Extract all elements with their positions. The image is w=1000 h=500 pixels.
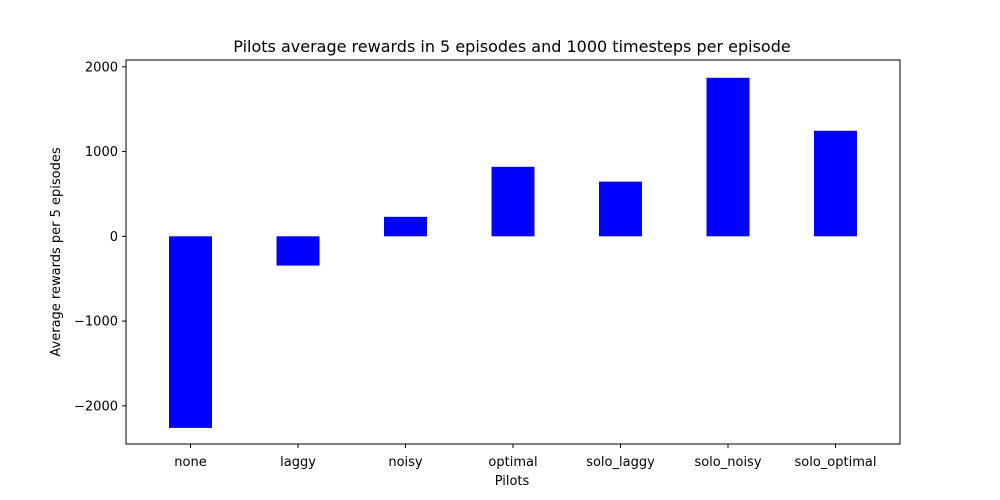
bar-none bbox=[169, 236, 212, 428]
x-tick-label: solo_laggy bbox=[586, 455, 655, 470]
bar-solo-noisy bbox=[706, 77, 750, 237]
x-tick-label: laggy bbox=[280, 455, 316, 470]
x-axis-ticks: none laggy noisy optimal solo_laggy solo_nois… bbox=[174, 444, 876, 470]
bar-laggy bbox=[276, 236, 320, 266]
y-tick-label: 0 bbox=[110, 230, 118, 245]
bars-group bbox=[169, 77, 857, 428]
x-tick-label: optimal bbox=[488, 455, 537, 470]
y-tick-label: −2000 bbox=[74, 399, 118, 414]
bar-solo-optimal bbox=[814, 130, 857, 237]
y-axis-ticks: −2000 −1000 0 1000 2000 bbox=[74, 60, 126, 414]
x-tick-label: solo_optimal bbox=[795, 455, 877, 470]
bar-solo-laggy bbox=[599, 181, 642, 237]
bar-noisy bbox=[384, 216, 427, 237]
bar-optimal bbox=[491, 166, 535, 237]
chart-title: Pilots average rewards in 5 episodes and… bbox=[233, 37, 790, 56]
x-tick-label: noisy bbox=[388, 455, 423, 470]
y-tick-label: 1000 bbox=[85, 145, 118, 160]
x-tick-label: none bbox=[174, 455, 206, 470]
y-axis-label: Average rewards per 5 episodes bbox=[49, 147, 64, 356]
y-tick-label: 2000 bbox=[85, 60, 118, 75]
plot-area-frame bbox=[125, 59, 901, 445]
y-tick-label: −1000 bbox=[74, 315, 118, 330]
x-tick-label: solo_noisy bbox=[694, 455, 761, 470]
x-axis-label: Pilots bbox=[495, 474, 530, 489]
